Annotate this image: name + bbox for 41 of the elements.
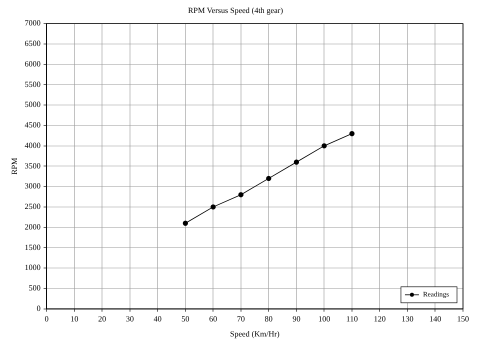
x-tick-label: 70 [236,314,245,324]
x-tick-label: 140 [429,314,442,324]
y-tick-label: 1500 [24,242,41,252]
point [349,131,355,136]
y-tick-label: 4500 [24,120,41,130]
x-tick-label: 110 [346,314,358,324]
y-tick-label: 6000 [24,59,41,68]
y-tick-label: 0 [36,304,41,313]
x-tick-label: 40 [154,314,162,324]
x-tick-label: 30 [126,314,134,324]
point [238,192,244,198]
point [294,160,300,165]
y-tick-label: 500 [28,284,41,293]
x-tick-label: 120 [374,314,386,324]
y-tick-label: 4000 [24,140,41,150]
point [266,176,272,182]
y-tick-label: 7000 [24,18,41,28]
point [182,220,188,226]
y-tick-label: 5500 [24,80,41,89]
point [322,143,327,148]
x-axis-title: Speed (Km/Hr) [230,329,280,338]
x-tick-label: 130 [401,314,414,324]
y-tick-label: 2000 [24,222,41,232]
y-tick-label: 1000 [24,263,41,272]
x-tick-label: 90 [292,314,300,324]
x-tick-label: 50 [181,314,190,324]
y-tick-label: 5000 [24,100,41,110]
y-axis-title: RPM [10,158,19,175]
point [210,204,216,210]
chart-title: RPM Versus Speed (4th gear) [188,6,284,15]
x-tick-label: 20 [98,314,106,324]
x-tick-label: 150 [457,314,469,324]
y-tick-label: 3000 [24,182,41,191]
y-tick-label: 3500 [24,161,41,170]
x-tick-label: 60 [209,314,218,324]
x-tick-label: 100 [318,314,330,324]
x-tick-label: 10 [70,314,78,324]
x-tick-label: 0 [44,314,49,324]
y-tick-label: 6500 [24,39,41,48]
x-tick-label: 80 [264,314,273,324]
y-tick-label: 2500 [24,202,41,212]
